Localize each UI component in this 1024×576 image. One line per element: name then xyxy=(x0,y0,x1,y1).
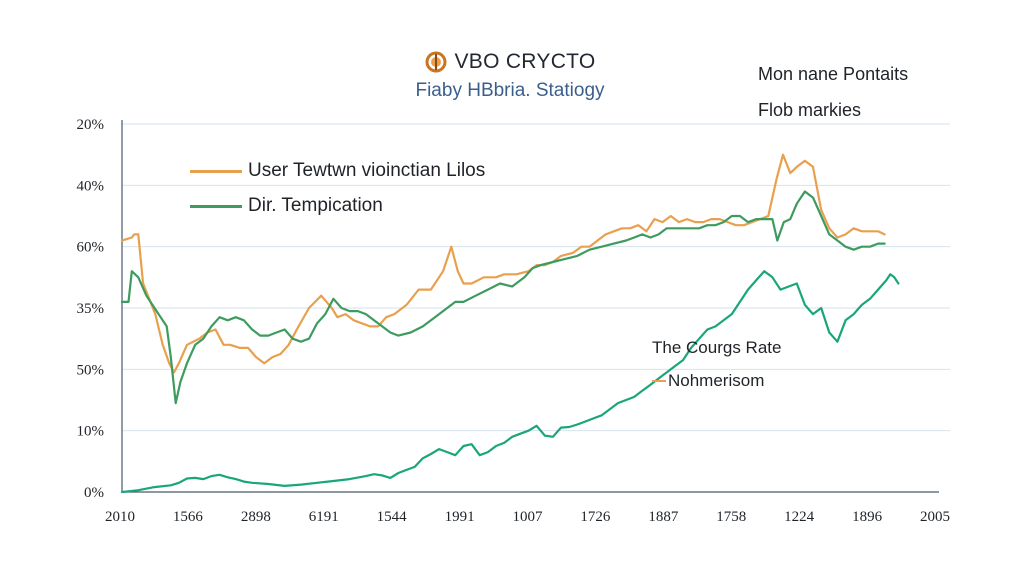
chart-subtitle: Fiaby HBbria. Statiogy xyxy=(415,80,605,101)
legend-swatch-green xyxy=(190,204,242,208)
series-line-2 xyxy=(120,190,886,405)
x-tick-labels: 2010 1566 2898 6191 1544 1991 1007 1726 1887 1758… xyxy=(105,509,950,525)
x-tick-label: 2005 xyxy=(920,509,950,525)
legend-label-orange: User Tewtwn vioinctian Lilos xyxy=(248,160,486,181)
annotation-series: Nohmerisom xyxy=(652,371,764,391)
x-tick-label: 1887 xyxy=(648,509,679,525)
legend-item-green: Dir. Tempication xyxy=(190,195,383,217)
x-tick-label: 6191 xyxy=(309,509,339,525)
annotation-rate-label: The Courgs Rate xyxy=(652,338,782,357)
brand-row: VBO CRYCTO xyxy=(330,50,690,74)
y-tick-label: 10% xyxy=(77,424,105,440)
chart-title-block: VBO CRYCTO Fiaby HBbria. Statiogy xyxy=(330,50,690,102)
legend-swatch-orange xyxy=(190,169,242,173)
x-tick-label: 1544 xyxy=(377,509,408,525)
coin-logo-icon xyxy=(425,51,447,73)
grid-lines xyxy=(122,123,950,432)
y-tick-label: 0% xyxy=(84,485,104,501)
x-tick-label: 1726 xyxy=(580,509,611,525)
x-tick-label: 2010 xyxy=(105,509,135,525)
series-line-3 xyxy=(120,270,900,494)
annotation-series-label: Nohmerisom xyxy=(668,371,765,390)
x-tick-label: 2898 xyxy=(241,509,271,525)
annotation-swatch xyxy=(652,380,666,382)
x-tick-label: 1758 xyxy=(716,509,746,525)
x-tick-label: 1224 xyxy=(784,509,815,525)
brand-name: VBO CRYCTO xyxy=(454,50,596,73)
x-tick-label: 1991 xyxy=(445,509,475,525)
legend-label-green: Dir. Tempication xyxy=(248,195,383,216)
legend-item-orange: User Tewtwn vioinctian Lilos xyxy=(190,160,485,182)
y-tick-labels: 20% 40% 60% 35% 50% 10% 0% xyxy=(77,117,105,501)
series-line-1 xyxy=(120,153,886,374)
x-tick-label: 1007 xyxy=(513,509,544,525)
y-tick-label: 20% xyxy=(77,117,105,133)
side-note-1: Mon nane Pontaits xyxy=(758,64,909,84)
side-note-2: Flob markies xyxy=(758,100,862,120)
y-tick-label: 60% xyxy=(77,240,105,256)
y-tick-label: 35% xyxy=(77,301,105,317)
chart-axes xyxy=(121,120,939,493)
x-tick-label: 1566 xyxy=(173,509,204,525)
series-lines xyxy=(120,153,900,494)
x-tick-label: 1896 xyxy=(852,509,883,525)
y-tick-label: 40% xyxy=(77,178,105,194)
y-tick-label: 50% xyxy=(77,362,105,378)
